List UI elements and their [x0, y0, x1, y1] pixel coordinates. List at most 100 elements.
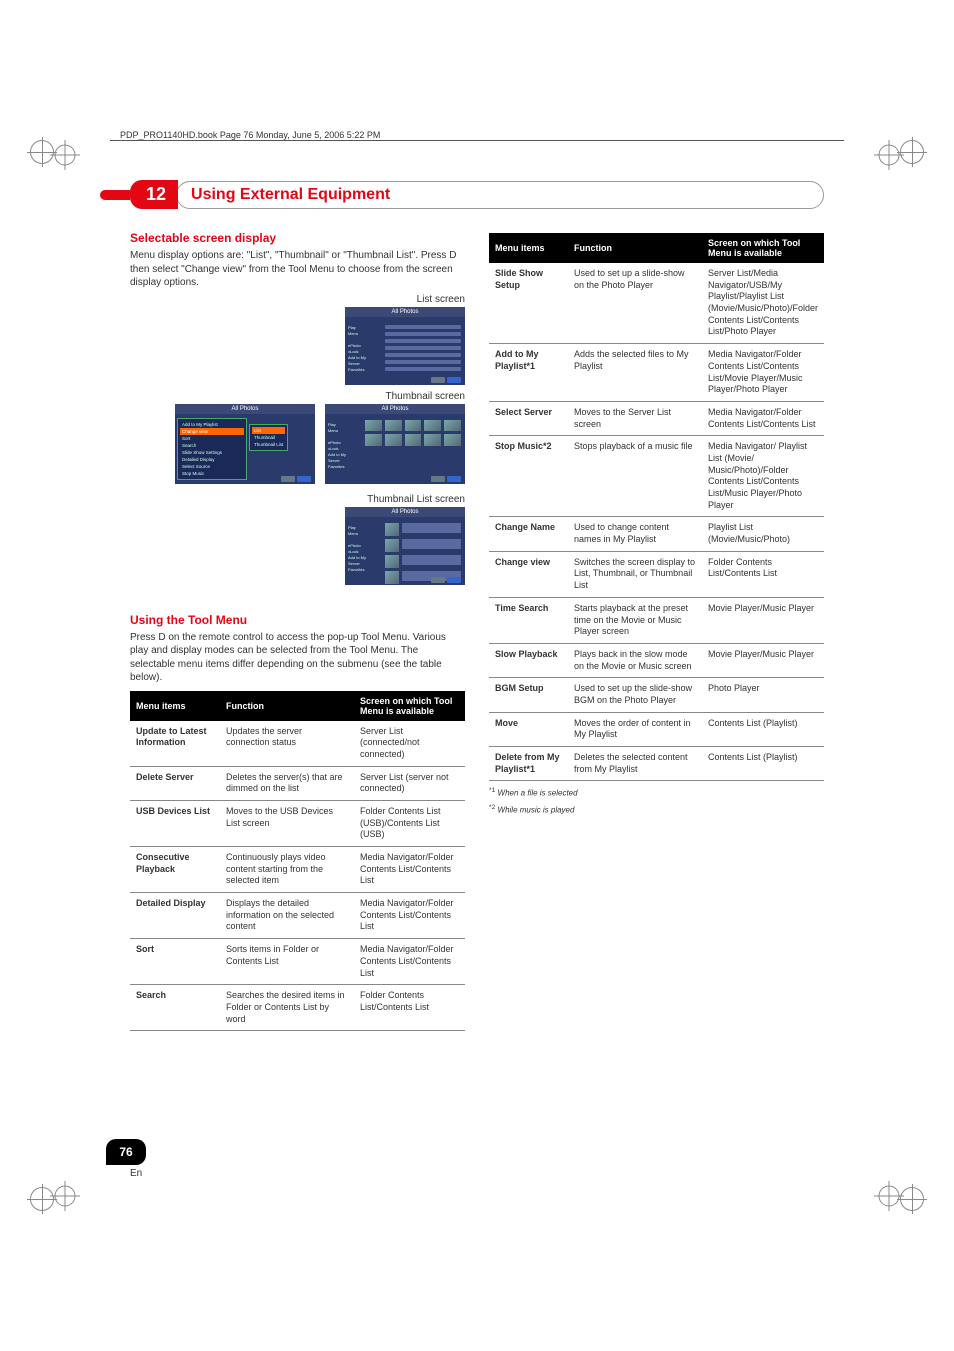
- menu-item-screen: Media Navigator/Folder Contents List/Con…: [702, 344, 824, 402]
- page-language: En: [130, 1168, 142, 1179]
- table-row: USB Devices ListMoves to the USB Devices…: [130, 800, 465, 846]
- tool-menu-table-left: Menu items Function Screen on which Tool…: [130, 691, 465, 1032]
- menu-item-function: Moves to the USB Devices List screen: [220, 800, 354, 846]
- menu-item-name: Delete from My Playlist*1: [489, 747, 568, 781]
- mock-menu-item: Sort: [180, 435, 244, 442]
- menu-item-function: Sorts items in Folder or Contents List: [220, 939, 354, 985]
- mock-side-nav: PlayMenuePhotoxLockAdd to MyServerFavori…: [348, 525, 366, 573]
- menu-item-name: Stop Music*2: [489, 436, 568, 517]
- chapter-number: 12: [130, 180, 178, 209]
- crop-mark: [874, 140, 904, 170]
- menu-item-function: Moves the order of content in My Playlis…: [568, 712, 702, 746]
- menu-item-function: Moves to the Server List screen: [568, 401, 702, 435]
- paragraph-selectable: Menu display options are: "List", "Thumb…: [130, 249, 465, 290]
- mock-footer: [281, 476, 311, 482]
- table-row: Slide Show SetupUsed to set up a slide-s…: [489, 263, 824, 344]
- table-row: Stop Music*2Stops playback of a music fi…: [489, 436, 824, 517]
- mock-title: All Photos: [325, 404, 465, 414]
- menu-item-function: Searches the desired items in Folder or …: [220, 985, 354, 1031]
- page-number-badge: 76: [106, 1139, 146, 1165]
- menu-item-function: Plays back in the slow mode on the Movie…: [568, 643, 702, 677]
- table-header: Function: [220, 691, 354, 721]
- menu-item-name: Select Server: [489, 401, 568, 435]
- menu-item-name: Sort: [130, 939, 220, 985]
- menu-item-name: Delete Server: [130, 766, 220, 800]
- mock-tool-menu: Add to My Playlist Change view Sort Sear…: [177, 418, 247, 480]
- table-row: Delete from My Playlist*1Deletes the sel…: [489, 747, 824, 781]
- menu-item-function: Used to change content names in My Playl…: [568, 517, 702, 551]
- menu-item-name: Detailed Display: [130, 893, 220, 939]
- menu-item-screen: Media Navigator/Folder Contents List/Con…: [354, 847, 465, 893]
- table-header: Screen on which Tool Menu is available: [702, 233, 824, 263]
- menu-item-screen: Media Navigator/ Playlist List (Movie/ M…: [702, 436, 824, 517]
- footnote-2: *2 While music is played: [489, 804, 824, 815]
- tool-menu-table-right: Menu items Function Screen on which Tool…: [489, 233, 824, 781]
- table-header: Menu items: [130, 691, 220, 721]
- menu-item-name: USB Devices List: [130, 800, 220, 846]
- crop-mark: [50, 1181, 80, 1211]
- table-row: BGM SetupUsed to set up the slide-show B…: [489, 678, 824, 712]
- mock-menu-item: Add to My Playlist: [180, 421, 244, 428]
- table-header: Screen on which Tool Menu is available: [354, 691, 465, 721]
- menu-item-name: Move: [489, 712, 568, 746]
- mock-title: All Photos: [345, 507, 465, 517]
- menu-item-function: Switches the screen display to List, Thu…: [568, 551, 702, 597]
- menu-item-screen: Media Navigator/Folder Contents List/Con…: [702, 401, 824, 435]
- table-row: MoveMoves the order of content in My Pla…: [489, 712, 824, 746]
- table-row: Time SearchStarts playback at the preset…: [489, 597, 824, 643]
- right-column: Menu items Function Screen on which Tool…: [489, 227, 824, 1031]
- mock-screen-list: All Photos PlayMenuePhotoxLockAdd to MyS…: [345, 307, 465, 385]
- menu-item-screen: Movie Player/Music Player: [702, 597, 824, 643]
- footnote-text: When a file is selected: [498, 789, 578, 798]
- paragraph-tool-menu: Press D on the remote control to access …: [130, 631, 465, 685]
- footnote-marker: *1: [489, 787, 495, 794]
- menu-item-function: Used to set up a slide-show on the Photo…: [568, 263, 702, 344]
- menu-item-screen: Server List (connected/not connected): [354, 721, 465, 767]
- table-row: Update to Latest InformationUpdates the …: [130, 721, 465, 767]
- mock-screen-thumbnail: All Photos PlayMenuePhotoxLockAdd to MyS…: [325, 404, 465, 484]
- mock-menu-item: Slide Show Settings: [180, 449, 244, 456]
- menu-item-function: Continuously plays video content startin…: [220, 847, 354, 893]
- menu-item-name: Add to My Playlist*1: [489, 344, 568, 402]
- menu-item-screen: Photo Player: [702, 678, 824, 712]
- menu-item-name: Update to Latest Information: [130, 721, 220, 767]
- crop-mark: [50, 140, 80, 170]
- chapter-accent: [100, 190, 130, 200]
- menu-item-name: BGM Setup: [489, 678, 568, 712]
- table-row: Change viewSwitches the screen display t…: [489, 551, 824, 597]
- table-row: Consecutive PlaybackContinuously plays v…: [130, 847, 465, 893]
- crop-mark: [874, 1181, 904, 1211]
- menu-item-function: Starts playback at the preset time on th…: [568, 597, 702, 643]
- chapter-bar: 12 Using External Equipment: [130, 180, 824, 209]
- mock-thumbnail-grid: [365, 420, 461, 447]
- table-row: SearchSearches the desired items in Fold…: [130, 985, 465, 1031]
- menu-item-screen: Playlist List (Movie/Music/Photo): [702, 517, 824, 551]
- mock-list-lines: [385, 325, 461, 374]
- menu-item-function: Updates the server connection status: [220, 721, 354, 767]
- chapter-title: Using External Equipment: [191, 186, 390, 203]
- menu-item-screen: Media Navigator/Folder Contents List/Con…: [354, 939, 465, 985]
- menu-item-screen: Media Navigator/Folder Contents List/Con…: [354, 893, 465, 939]
- caption-thumbnail: Thumbnail screen: [130, 391, 465, 402]
- table-row: SortSorts items in Folder or Contents Li…: [130, 939, 465, 985]
- mock-menu-item: Thumbnail List: [252, 441, 285, 448]
- mock-submenu: List Thumbnail Thumbnail List: [249, 424, 288, 451]
- chapter-title-wrap: Using External Equipment: [176, 181, 824, 209]
- menu-item-function: Deletes the selected content from My Pla…: [568, 747, 702, 781]
- menu-item-name: Change view: [489, 551, 568, 597]
- menu-item-name: Consecutive Playback: [130, 847, 220, 893]
- table-row: Slow PlaybackPlays back in the slow mode…: [489, 643, 824, 677]
- mock-footer: [431, 476, 461, 482]
- table-row: Delete ServerDeletes the server(s) that …: [130, 766, 465, 800]
- menu-item-screen: Server List/Media Navigator/USB/My Playl…: [702, 263, 824, 344]
- mock-footer: [431, 377, 461, 383]
- table-row: Select ServerMoves to the Server List sc…: [489, 401, 824, 435]
- menu-item-function: Adds the selected files to My Playlist: [568, 344, 702, 402]
- menu-item-name: Slide Show Setup: [489, 263, 568, 344]
- table-row: Change NameUsed to change content names …: [489, 517, 824, 551]
- menu-item-name: Time Search: [489, 597, 568, 643]
- table-header: Menu items: [489, 233, 568, 263]
- menu-item-name: Search: [130, 985, 220, 1031]
- mock-menu-item: Select Source: [180, 463, 244, 470]
- page-content: 12 Using External Equipment Selectable s…: [130, 180, 824, 1171]
